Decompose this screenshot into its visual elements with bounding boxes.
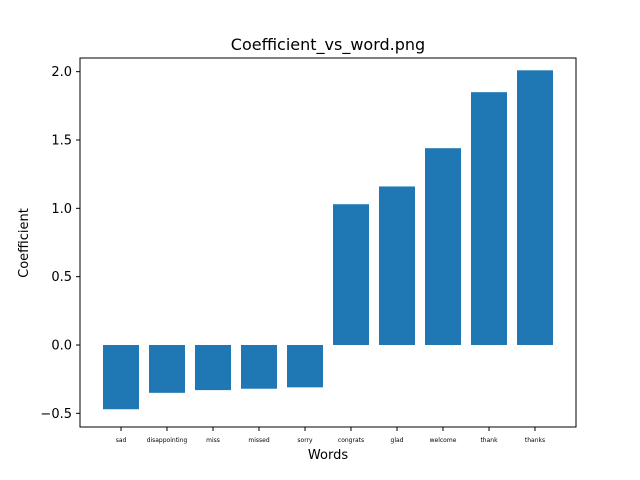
plot-frame [79, 57, 577, 428]
y-axis-ticks: −0.5 0.0 0.5 1.0 1.5 2.0 [40, 65, 80, 422]
y-tick-label: 0.5 [51, 270, 72, 285]
bar-glad [379, 186, 415, 345]
bar-missed [241, 345, 277, 389]
bar-welcome [425, 148, 461, 345]
bar-sorry [287, 345, 323, 388]
y-tick-label: 2.0 [51, 65, 72, 80]
x-axis-label: Words [308, 448, 348, 463]
bar-thank [471, 92, 507, 346]
bar-disappointing [149, 345, 185, 393]
x-tick-label: thanks [525, 437, 545, 444]
x-tick-label: congrats [338, 437, 364, 444]
y-tick-label: −0.5 [40, 407, 72, 422]
x-tick-label: thank [480, 437, 498, 444]
x-tick-label: miss [206, 437, 220, 444]
bar-miss [195, 345, 231, 391]
y-tick-label: 0.0 [51, 339, 72, 354]
y-tick-label: 1.0 [51, 202, 72, 217]
y-axis-label: Coefficient [17, 208, 32, 278]
chart-title: Coefficient_vs_word.png [231, 35, 425, 55]
bar-thanks [517, 70, 553, 346]
bars-group [103, 70, 553, 410]
x-tick-label: disappointing [147, 437, 188, 444]
bar-sad [103, 345, 139, 410]
x-axis-ticks: sad disappointing miss missed sorry congrats g… [116, 427, 545, 444]
x-tick-label: glad [391, 437, 404, 444]
bar-congrats [333, 204, 369, 345]
y-tick-label: 1.5 [51, 134, 72, 149]
x-tick-label: sad [116, 437, 127, 444]
x-tick-label: missed [248, 437, 269, 444]
x-tick-label: sorry [297, 437, 313, 444]
x-tick-label: welcome [430, 437, 457, 444]
